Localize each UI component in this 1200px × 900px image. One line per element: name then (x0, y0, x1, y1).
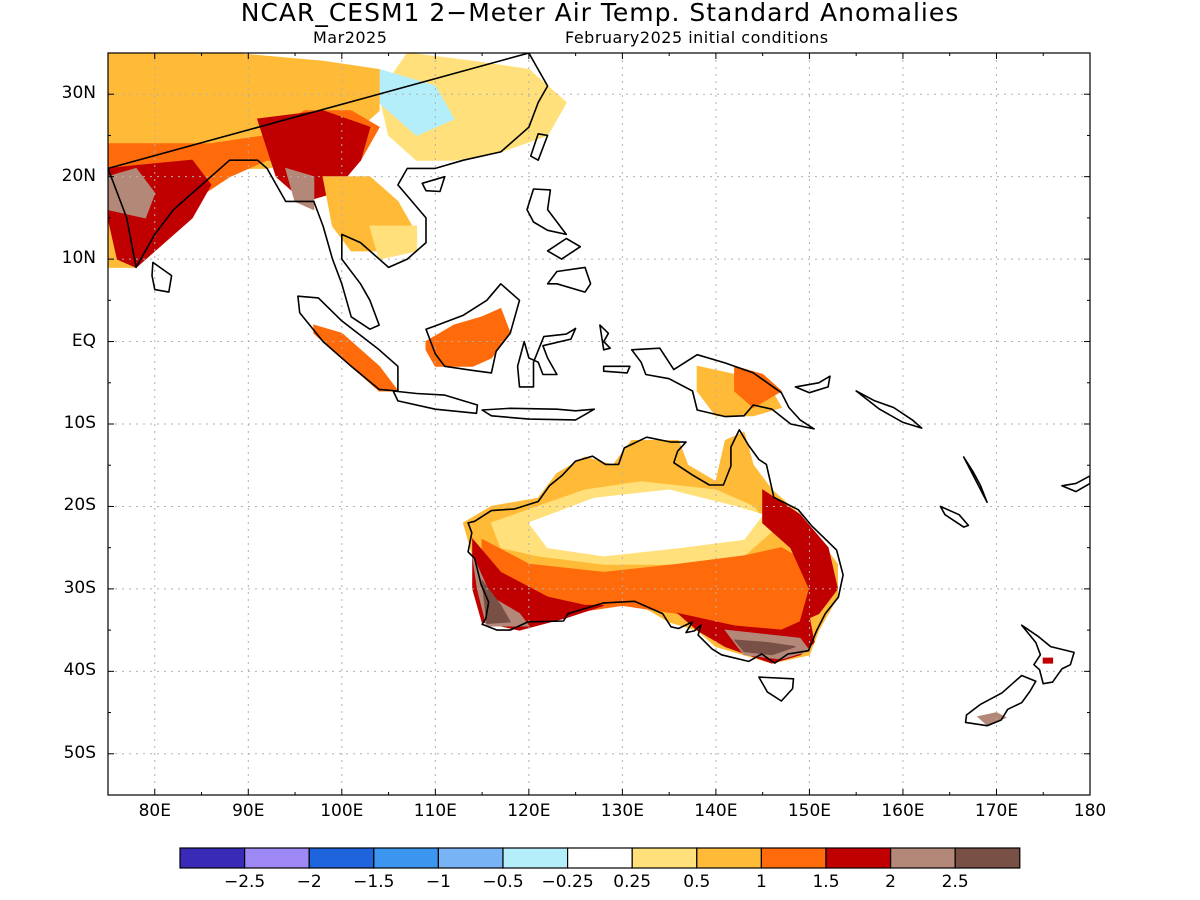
lon-label: 140E (694, 801, 738, 821)
colorbar (179, 847, 1021, 869)
colorbar-label: −1 (425, 872, 451, 892)
init-conditions-label: February2025 initial conditions (565, 28, 829, 47)
colorbar-label: −1.5 (353, 872, 395, 892)
coastline-luzon (526, 188, 568, 236)
lon-label: 120E (507, 801, 551, 821)
map-title: NCAR_CESM1 2−Meter Air Temp. Standard An… (240, 0, 960, 27)
colorbar-label: 2 (885, 872, 897, 892)
coastline-lesser-sunda (481, 407, 596, 421)
lon-label: 110E (413, 801, 457, 821)
coastline-mindanao (546, 266, 592, 293)
colorbar-label: −2 (296, 872, 322, 892)
anomaly-png-red (734, 365, 783, 409)
colorbar-swatch (825, 847, 892, 869)
coastline-sri-lanka (151, 261, 173, 293)
coastline-nz-north (1020, 624, 1075, 685)
lat-label: 30N (61, 83, 96, 104)
coastline-solomons (855, 390, 923, 429)
lon-label: 180 (1073, 801, 1107, 821)
colorbar-label: 1 (755, 872, 767, 892)
lon-label: 100E (320, 801, 364, 821)
coastline-taiwan (529, 133, 549, 161)
colorbar-swatch (696, 847, 762, 869)
coastline-halmahera (599, 324, 612, 351)
anomaly-nz-north-red (1042, 657, 1054, 664)
colorbar-swatch (308, 847, 375, 869)
coastline-tasmania (758, 676, 795, 702)
colorbar-swatch (373, 847, 439, 869)
coastline-hainan (421, 175, 446, 193)
coastline-sulawesi (516, 327, 577, 388)
lat-label: 10S (63, 413, 96, 433)
lon-label: 80E (138, 801, 171, 821)
colorbar-swatch (889, 847, 956, 869)
lat-label: EQ (71, 330, 96, 351)
anomaly-nz-south-brown (976, 712, 1007, 726)
anomaly-burma-brown (284, 167, 315, 211)
map-gridlines (108, 53, 1090, 795)
colorbar-label: −0.5 (482, 872, 524, 892)
colorbar-label: −0.25 (541, 872, 594, 892)
colorbar-swatch (502, 847, 569, 869)
lon-label: 170E (974, 801, 1019, 821)
lon-label: 130E (600, 801, 644, 821)
colorbar-swatch (954, 847, 1021, 869)
coastline-australia (467, 428, 844, 664)
lat-label: 40S (63, 660, 96, 681)
coastline-fiji (1061, 475, 1090, 493)
lat-label: 20S (63, 495, 96, 516)
coastline-new-guinea (630, 347, 815, 430)
colorbar-label: 2.5 (941, 872, 969, 892)
colorbar-swatch (179, 847, 246, 869)
coastline-asia-mainland (108, 53, 549, 331)
anomaly-shading (108, 53, 1054, 726)
lat-label: 30S (63, 577, 96, 598)
coastlines (108, 53, 1090, 727)
lat-label: 10N (61, 248, 96, 269)
lon-label: 90E (232, 801, 265, 821)
anomaly-indochina-south (369, 225, 418, 260)
coastline-new-caledonia (939, 505, 970, 528)
anomaly-aus-se-darkbrown (733, 639, 796, 656)
coastline-borneo (425, 282, 521, 374)
coastline-visayas (546, 237, 582, 260)
valid-month-label: Mar2025 (313, 28, 388, 47)
axis-ticks (108, 53, 1091, 795)
lat-label: 20N (61, 165, 96, 186)
colorbar-swatch (244, 847, 310, 869)
coastline-vanuatu (962, 456, 988, 504)
anomaly-india-brown (108, 167, 156, 219)
colorbar-swatch (566, 847, 633, 869)
coastline-java (392, 390, 479, 415)
colorbar-label: 0.25 (613, 872, 652, 892)
coastline-nz-south (964, 674, 1037, 727)
anomaly-aus-sw-darkbrown (481, 578, 512, 625)
lon-label: 160E (881, 801, 925, 821)
colorbar-label: 0.5 (683, 872, 711, 892)
colorbar-label: −2.5 (223, 872, 266, 892)
colorbar-swatch (631, 847, 698, 869)
lat-label: 50S (63, 742, 96, 763)
coastline-seram (602, 365, 631, 374)
coastline-new-britain (794, 375, 831, 394)
colorbar-swatch (437, 847, 504, 869)
colorbar-label: 1.5 (812, 872, 840, 892)
lon-label: 150E (787, 801, 832, 821)
colorbar-swatch (760, 847, 827, 869)
anomaly-sumatra (313, 324, 399, 392)
